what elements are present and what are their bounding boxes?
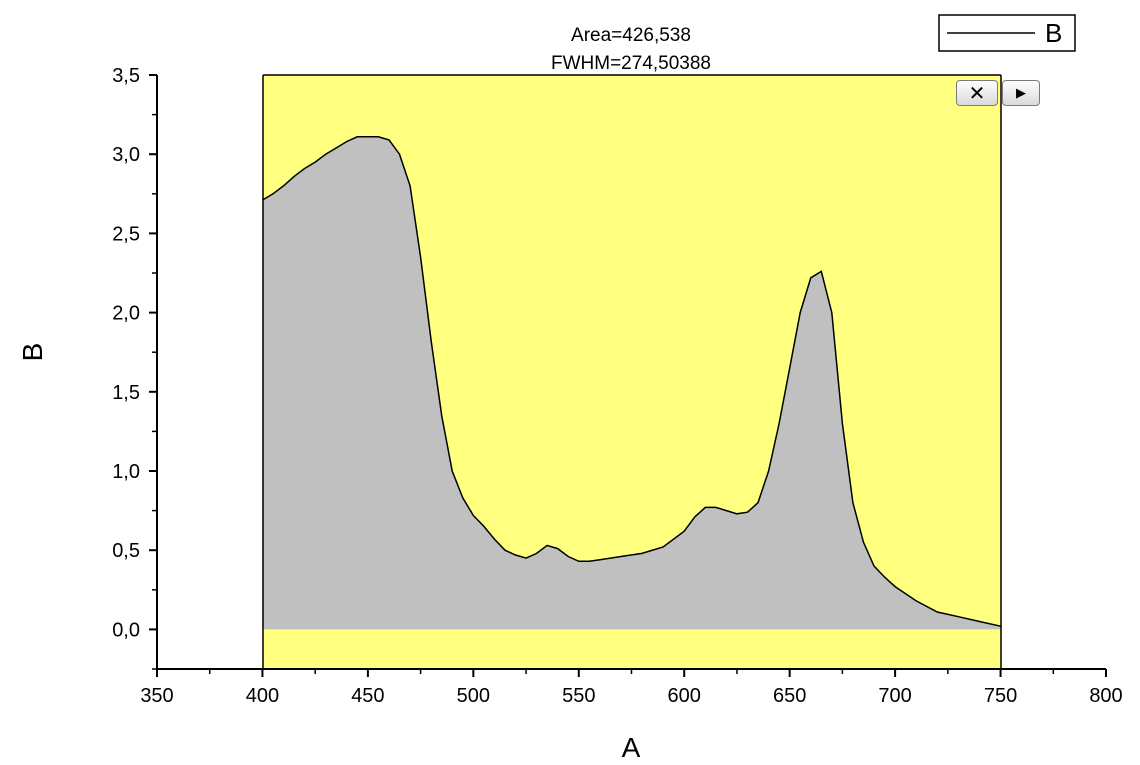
legend: B xyxy=(938,14,1076,52)
y-tick-label: 0,5 xyxy=(112,540,140,562)
x-tick-label: 750 xyxy=(984,685,1017,707)
x-tick-label: 800 xyxy=(1089,685,1122,707)
x-tick-label: 700 xyxy=(878,685,911,707)
x-tick-label: 500 xyxy=(457,685,490,707)
y-axis-title: B xyxy=(17,343,48,362)
x-tick-label: 650 xyxy=(773,685,806,707)
integrated-area xyxy=(262,136,1001,630)
series-line-B xyxy=(262,136,1001,627)
y-tick-label: 2,5 xyxy=(112,223,140,245)
y-tick-label: 3,0 xyxy=(112,144,140,166)
x-axis-title: A xyxy=(622,732,641,763)
x-tick-label: 550 xyxy=(562,685,595,707)
y-tick-label: 1,5 xyxy=(112,382,140,404)
legend-label-B: B xyxy=(1045,18,1062,48)
x-tick-label: 450 xyxy=(351,685,384,707)
x-tick-label: 350 xyxy=(140,685,173,707)
y-tick-label: 2,0 xyxy=(112,303,140,325)
close-button[interactable]: ✕ xyxy=(956,80,998,106)
y-tick-label: 0,0 xyxy=(112,619,140,641)
y-tick-label: 3,5 xyxy=(112,65,140,87)
annotation-fwhm: FWHM=274,50388 xyxy=(551,53,711,74)
play-button[interactable]: ▶ xyxy=(1002,80,1040,106)
x-tick-label: 600 xyxy=(668,685,701,707)
y-tick-label: 1,0 xyxy=(112,461,140,483)
annotation-area: Area=426,538 xyxy=(571,25,691,46)
x-tick-label: 400 xyxy=(246,685,279,707)
